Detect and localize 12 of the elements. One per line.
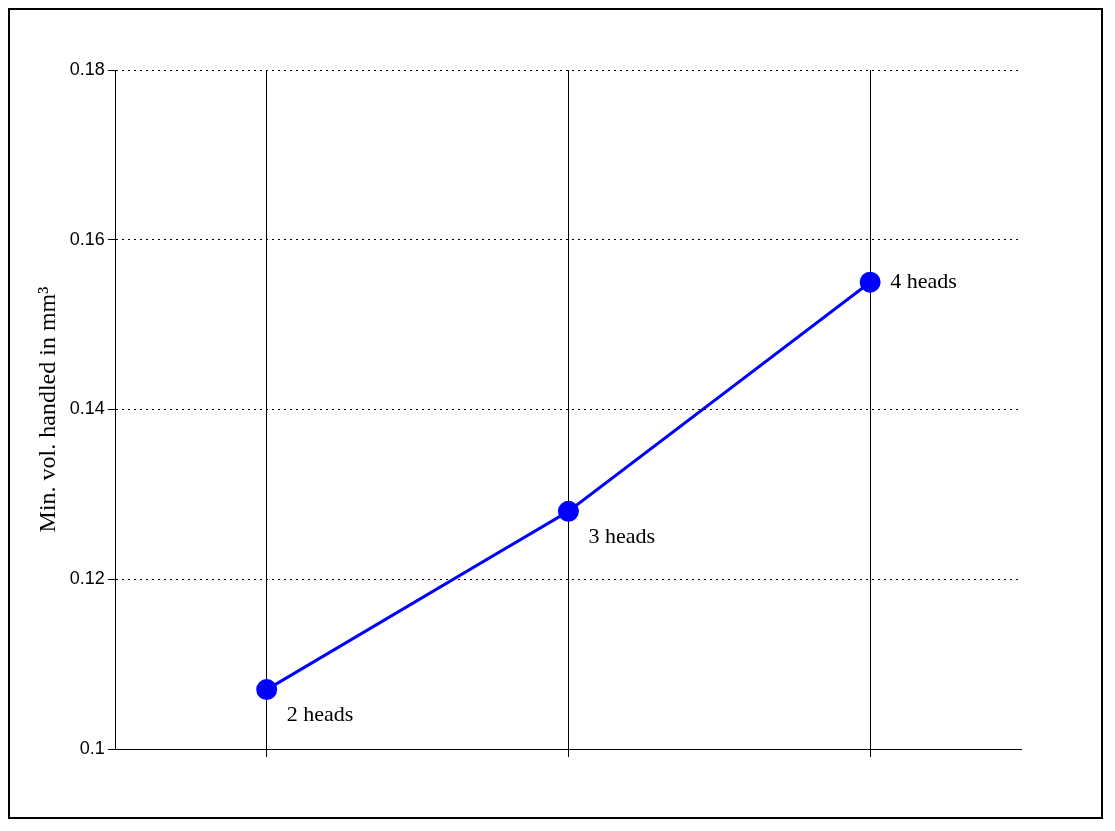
- annotation: 3 heads: [588, 523, 656, 549]
- point: [256, 679, 278, 701]
- annotation: 4 heads: [890, 267, 957, 293]
- y-axis-title: Min. vol. handled in mm³: [33, 286, 60, 533]
- y-tick-label: 0.1: [79, 737, 105, 758]
- point: [557, 500, 579, 522]
- annotation: 2 heads: [286, 701, 354, 727]
- y-tick-label: 0.14: [69, 398, 105, 419]
- point: [859, 271, 881, 293]
- y-tick-label: 0.18: [69, 58, 105, 79]
- y-tick-label: 0.16: [69, 228, 105, 249]
- y-tick-label: 0.12: [69, 568, 105, 589]
